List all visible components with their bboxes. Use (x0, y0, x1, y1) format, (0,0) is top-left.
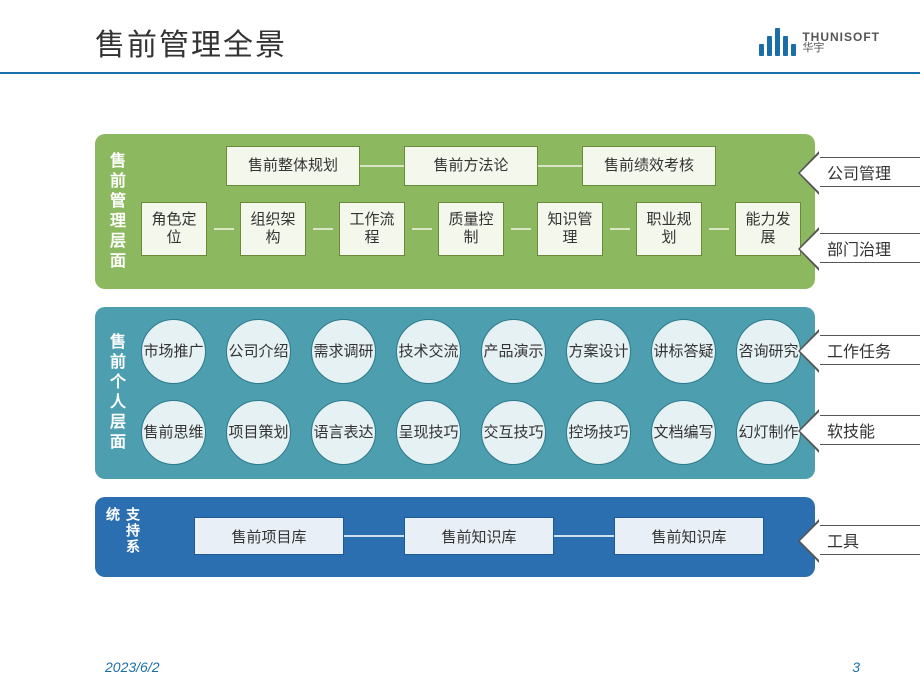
connector (709, 228, 729, 230)
arrow-left-icon: 工具 (818, 525, 920, 555)
box-knowledge-lib-2: 售前知识库 (614, 517, 764, 555)
connector (214, 228, 234, 230)
box-project-lib: 售前项目库 (194, 517, 344, 555)
blue-row: 售前项目库 售前知识库 售前知识库 (157, 517, 801, 555)
logo-mark-icon (759, 28, 796, 56)
circ-item: 产品演示 (481, 319, 546, 384)
arrow-tools: 工具 (818, 525, 920, 555)
panel-label-management: 售前管理层面 (95, 134, 135, 289)
circ-item: 咨询研究 (736, 319, 801, 384)
green-row-top: 售前整体规划 售前方法论 售前绩效考核 (141, 146, 801, 186)
box-overall-planning: 售前整体规划 (226, 146, 360, 186)
box-ability: 能力发展 (735, 202, 801, 256)
box-career: 职业规划 (636, 202, 702, 256)
circ-item: 公司介绍 (226, 319, 291, 384)
box-performance: 售前绩效考核 (582, 146, 716, 186)
circ-item: 需求调研 (311, 319, 376, 384)
arrow-label: 工具 (827, 528, 859, 552)
circ-item: 售前思维 (141, 400, 206, 465)
circ-item: 项目策划 (226, 400, 291, 465)
circ-item: 文档编写 (651, 400, 716, 465)
arrow-left-icon: 软技能 (818, 415, 920, 445)
circ-item: 市场推广 (141, 319, 206, 384)
box-process: 工作流程 (339, 202, 405, 256)
green-row-bottom: 角色定位 组织架构 工作流程 质量控制 知识管理 职业规划 能力发展 (141, 202, 801, 256)
teal-row-1: 市场推广 公司介绍 需求调研 技术交流 产品演示 方案设计 讲标答疑 咨询研究 (141, 319, 801, 384)
circ-item: 讲标答疑 (651, 319, 716, 384)
connector (412, 228, 432, 230)
box-quality: 质量控制 (438, 202, 504, 256)
arrow-label: 工作任务 (827, 338, 891, 362)
teal-row-2: 售前思维 项目策划 语言表达 呈现技巧 交互技巧 控场技巧 文档编写 幻灯制作 (141, 400, 801, 465)
arrow-label: 公司管理 (827, 160, 891, 184)
logo-text: THUNISOFT 华宇 (802, 31, 880, 54)
connector (610, 228, 630, 230)
footer: 2023/6/2 3 (0, 659, 920, 675)
circ-item: 交互技巧 (481, 400, 546, 465)
arrow-left-icon: 部门治理 (818, 233, 920, 263)
circ-item: 语言表达 (311, 400, 376, 465)
panel-management-layer: 售前管理层面 售前整体规划 售前方法论 售前绩效考核 角色定位 组织架构 工作流… (95, 134, 815, 289)
circ-item: 幻灯制作 (736, 400, 801, 465)
logo-text-en: THUNISOFT (802, 31, 880, 43)
arrow-left-icon: 公司管理 (818, 157, 920, 187)
box-methodology: 售前方法论 (404, 146, 538, 186)
arrow-dept-governance: 部门治理 (818, 233, 920, 263)
connector (313, 228, 333, 230)
arrow-company-mgmt: 公司管理 (818, 157, 920, 187)
page-title: 售前管理全景 (95, 20, 287, 64)
panel-support-system: 支持系统 售前项目库 售前知识库 售前知识库 (95, 497, 815, 577)
footer-page-number: 3 (852, 659, 860, 675)
brand-logo: THUNISOFT 华宇 (759, 28, 880, 56)
box-knowledge: 知识管理 (537, 202, 603, 256)
header-divider (0, 72, 920, 74)
arrow-label: 软技能 (827, 418, 875, 442)
box-org: 组织架构 (240, 202, 306, 256)
connector (360, 165, 404, 167)
slide: 售前管理全景 THUNISOFT 华宇 售前管理层面 售前整体规划 售前方法论 (0, 0, 920, 690)
circ-item: 方案设计 (566, 319, 631, 384)
panel-label-support: 支持系统 (95, 497, 151, 577)
panel-individual-layer: 售前个人层面 市场推广 公司介绍 需求调研 技术交流 产品演示 方案设计 讲标答… (95, 307, 815, 479)
connector (554, 535, 614, 537)
diagram-area: 售前管理层面 售前整体规划 售前方法论 售前绩效考核 角色定位 组织架构 工作流… (95, 134, 920, 577)
panel-body-teal: 市场推广 公司介绍 需求调研 技术交流 产品演示 方案设计 讲标答疑 咨询研究 … (135, 307, 815, 479)
arrow-work-tasks: 工作任务 (818, 335, 920, 365)
arrow-label: 部门治理 (827, 236, 891, 260)
panel-body-green: 售前整体规划 售前方法论 售前绩效考核 角色定位 组织架构 工作流程 质量控制 … (135, 134, 815, 289)
connector (344, 535, 404, 537)
box-role: 角色定位 (141, 202, 207, 256)
header: 售前管理全景 THUNISOFT 华宇 (0, 0, 920, 72)
circ-item: 控场技巧 (566, 400, 631, 465)
circ-item: 技术交流 (396, 319, 461, 384)
arrow-soft-skills: 软技能 (818, 415, 920, 445)
panel-label-individual: 售前个人层面 (95, 307, 135, 479)
arrow-left-icon: 工作任务 (818, 335, 920, 365)
panel-body-blue: 售前项目库 售前知识库 售前知识库 (151, 497, 815, 577)
circ-item: 呈现技巧 (396, 400, 461, 465)
box-knowledge-lib-1: 售前知识库 (404, 517, 554, 555)
connector (538, 165, 582, 167)
connector (511, 228, 531, 230)
footer-date: 2023/6/2 (105, 659, 160, 675)
logo-text-cn: 华宇 (802, 43, 880, 54)
